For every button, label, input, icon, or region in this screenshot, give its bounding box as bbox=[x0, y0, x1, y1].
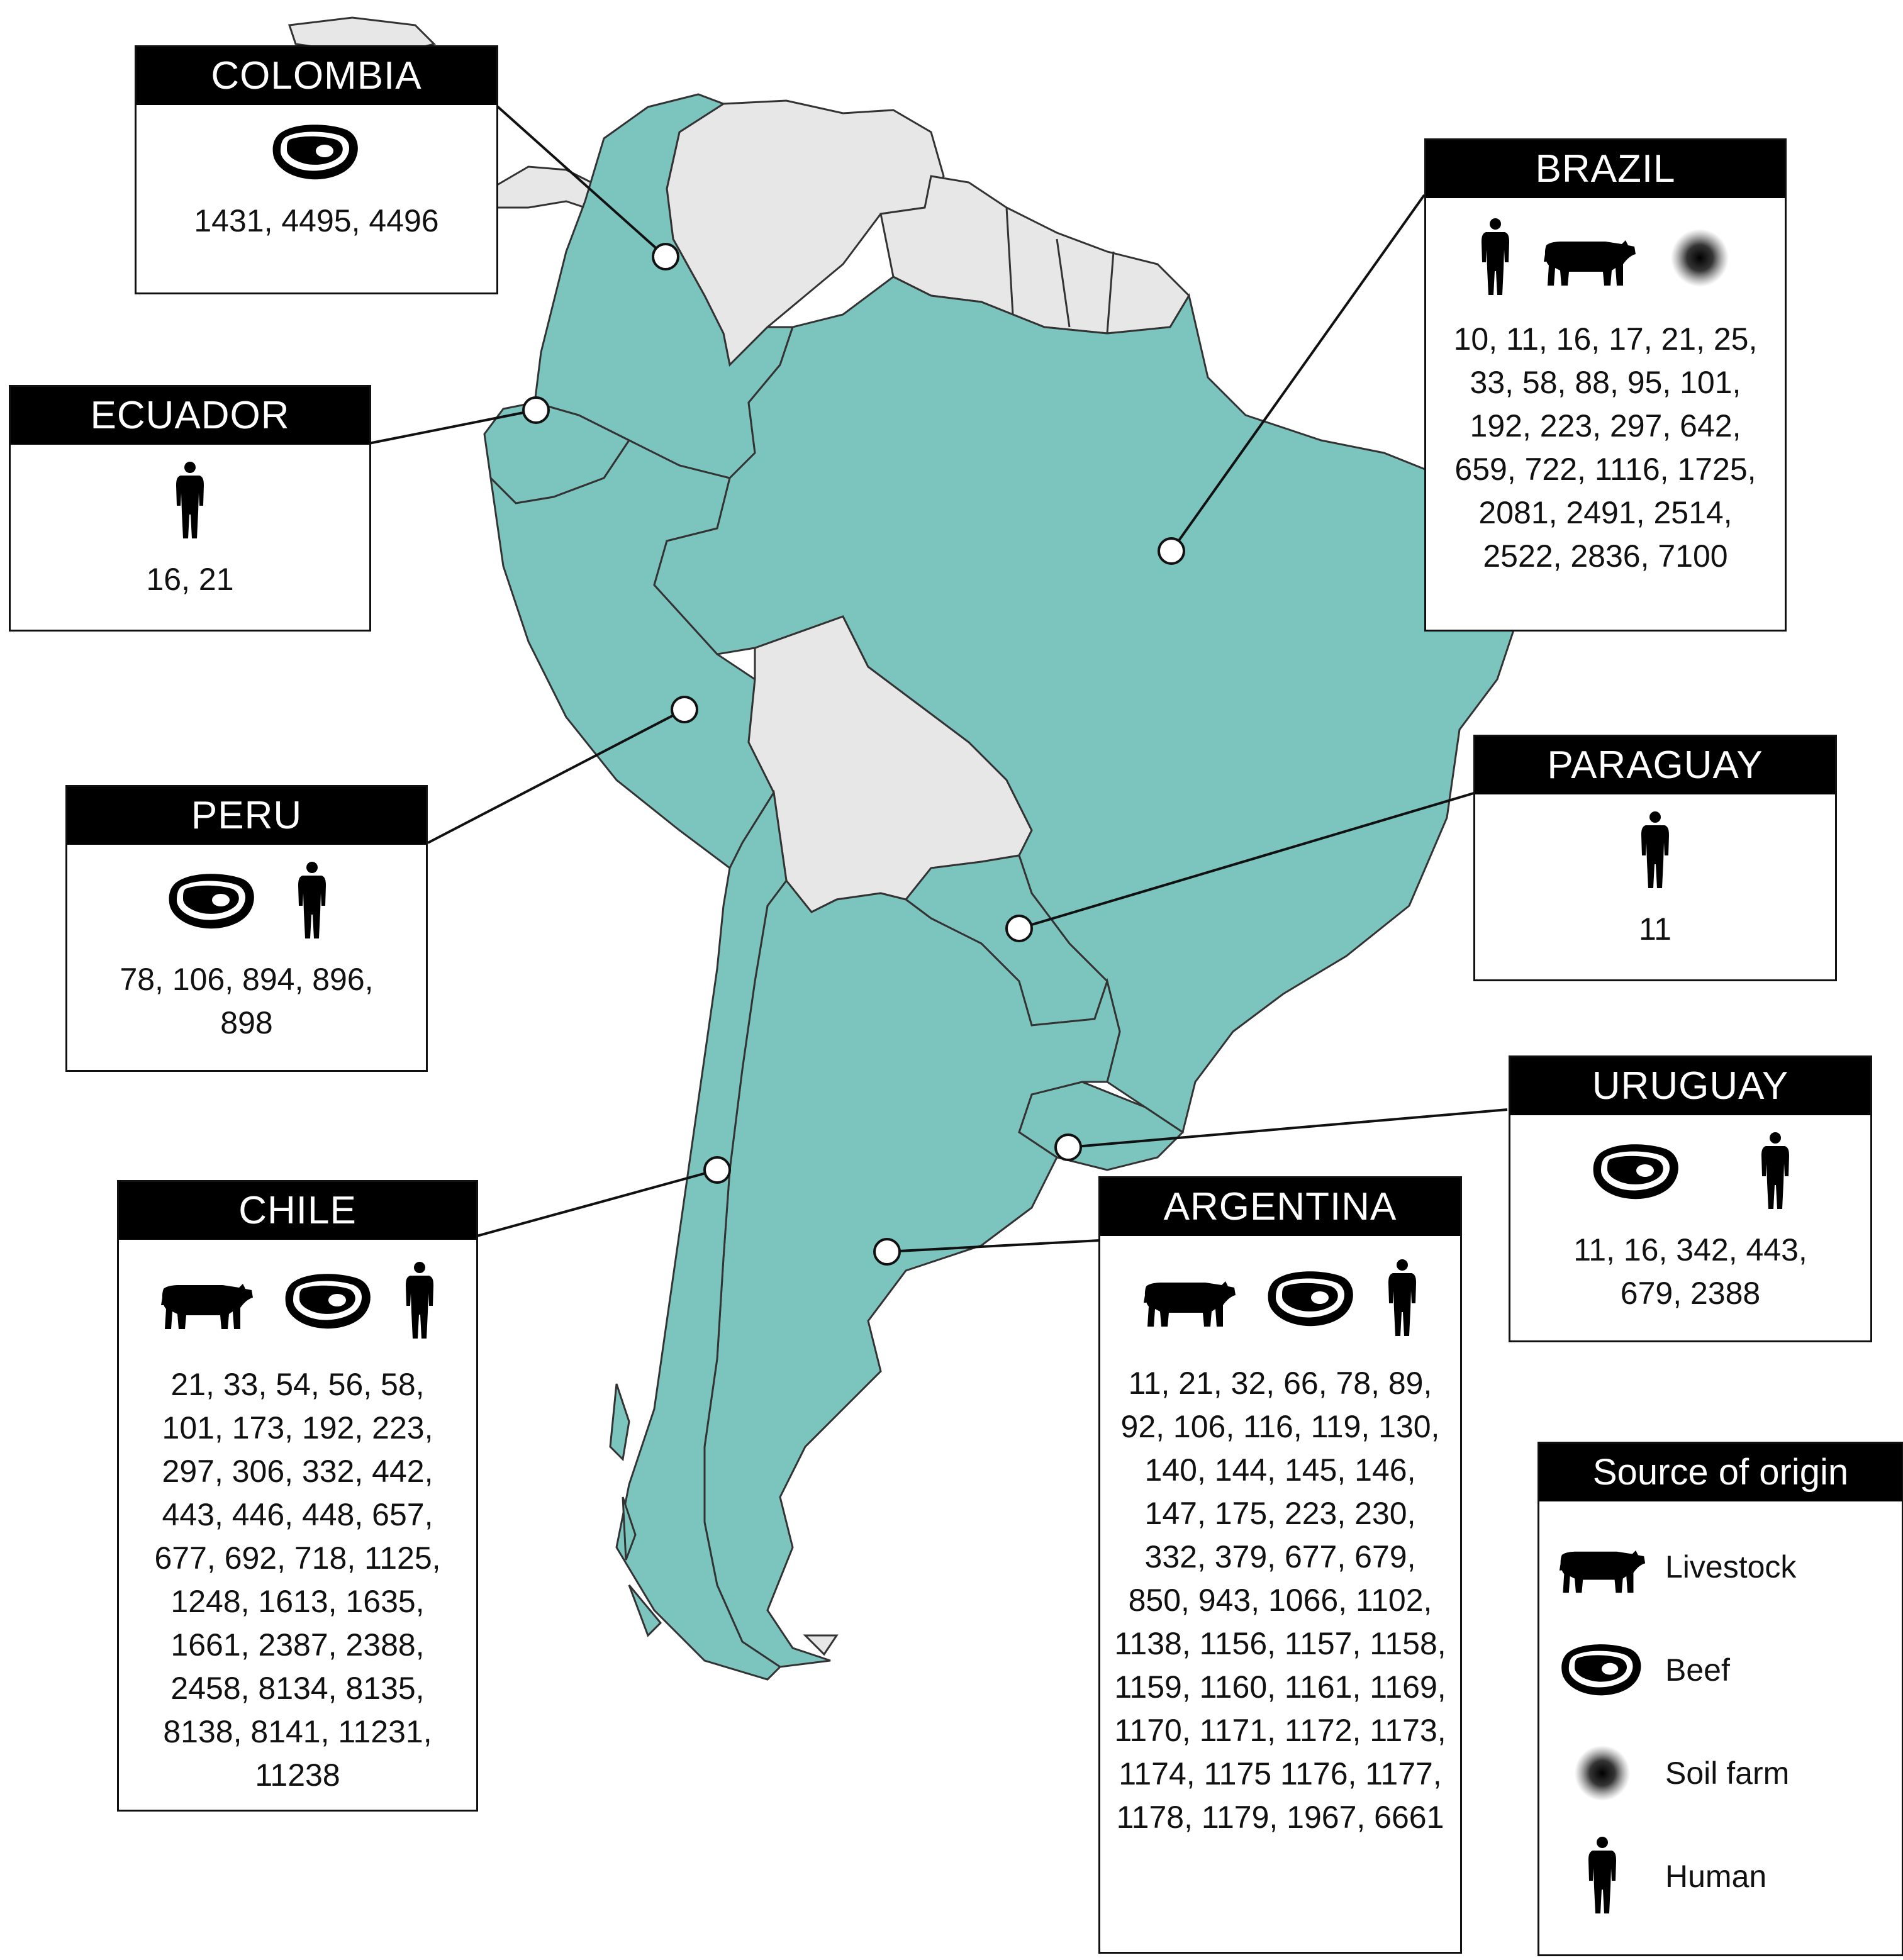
connector-ecuador bbox=[368, 409, 537, 445]
marker-colombia bbox=[652, 243, 679, 270]
livestock-icon bbox=[1543, 226, 1637, 289]
connector-brazil bbox=[1170, 194, 1426, 552]
beef-icon bbox=[282, 1270, 376, 1333]
callout-brazil: BRAZIL 10, 11, 16, 17, 21, 25, 33, 58, 8… bbox=[1424, 138, 1787, 632]
human-icon bbox=[174, 460, 206, 542]
country-title: CHILE bbox=[119, 1182, 476, 1240]
connector-argentina bbox=[886, 1239, 1100, 1253]
isolate-list: 16, 21 bbox=[146, 562, 234, 597]
legend-title: Source of origin bbox=[1539, 1444, 1902, 1501]
isolate-list: 11, 21, 32, 66, 78, 89, 92, 106, 116, 11… bbox=[1114, 1366, 1446, 1835]
legend: Source of origin Livestock Beef Soil far… bbox=[1537, 1442, 1903, 1956]
legend-label: Human bbox=[1665, 1859, 1767, 1894]
connector-paraguay bbox=[1018, 791, 1476, 930]
callout-uruguay: URUGUAY 11, 16, 342, 443, 679, 2388 bbox=[1509, 1055, 1872, 1342]
beef-icon bbox=[1590, 1140, 1684, 1203]
legend-label: Livestock bbox=[1665, 1549, 1797, 1584]
human-icon bbox=[1480, 217, 1511, 299]
legend-item-livestock: Livestock bbox=[1539, 1515, 1902, 1618]
beef-icon bbox=[1558, 1640, 1646, 1700]
connector-chile bbox=[476, 1169, 718, 1237]
isolate-list: 11 bbox=[1639, 911, 1671, 947]
country-title: ECUADOR bbox=[11, 387, 369, 445]
human-icon bbox=[1639, 810, 1671, 892]
beef-icon bbox=[269, 121, 364, 184]
connector-peru bbox=[427, 708, 685, 844]
livestock-icon bbox=[160, 1270, 254, 1333]
beef-icon bbox=[165, 870, 260, 933]
country-title: PARAGUAY bbox=[1475, 737, 1835, 794]
callout-ecuador: ECUADOR 16, 21 bbox=[9, 385, 371, 632]
livestock-icon bbox=[1142, 1267, 1237, 1330]
peru-shape bbox=[489, 439, 775, 870]
legend-item-soil-farm: Soil farm bbox=[1539, 1722, 1902, 1825]
marker-paraguay bbox=[1005, 915, 1033, 942]
livestock-icon bbox=[1558, 1537, 1646, 1597]
callout-argentina: ARGENTINA 11, 21, 32, 66, 78, 89, 92, 10… bbox=[1098, 1176, 1462, 1954]
marker-peru bbox=[671, 696, 698, 723]
soil-farm-icon bbox=[1574, 1745, 1631, 1801]
marker-brazil bbox=[1158, 537, 1185, 565]
human-icon bbox=[296, 860, 328, 942]
country-title: BRAZIL bbox=[1426, 140, 1785, 198]
isolate-list: 78, 106, 894, 896, 898 bbox=[120, 962, 374, 1040]
legend-label: Beef bbox=[1665, 1652, 1730, 1688]
human-icon bbox=[1587, 1835, 1618, 1917]
marker-chile bbox=[703, 1156, 731, 1184]
isolate-list: 11, 16, 342, 443, 679, 2388 bbox=[1573, 1232, 1807, 1311]
legend-label: Soil farm bbox=[1665, 1756, 1790, 1791]
callout-peru: PERU 78, 106, 894, 896, 898 bbox=[65, 785, 428, 1072]
callout-paraguay: PARAGUAY 11 bbox=[1473, 735, 1837, 981]
callout-colombia: COLOMBIA 1431, 4495, 4496 bbox=[135, 45, 498, 294]
country-title: COLOMBIA bbox=[137, 47, 496, 105]
legend-item-beef: Beef bbox=[1539, 1618, 1902, 1722]
isolate-list: 10, 11, 16, 17, 21, 25, 33, 58, 88, 95, … bbox=[1453, 321, 1758, 574]
marker-ecuador bbox=[522, 396, 550, 424]
legend-item-human: Human bbox=[1539, 1825, 1902, 1928]
isolate-list: 21, 33, 54, 56, 58, 101, 173, 192, 223, … bbox=[154, 1367, 441, 1793]
human-icon bbox=[1760, 1131, 1791, 1213]
marker-argentina bbox=[873, 1238, 901, 1266]
human-icon bbox=[404, 1261, 435, 1342]
callout-chile: CHILE 21, 33, 54, 56, 58, 101, 173, 192,… bbox=[117, 1180, 478, 1812]
human-icon bbox=[1387, 1258, 1418, 1340]
connector-colombia bbox=[493, 103, 667, 258]
country-title: PERU bbox=[67, 787, 426, 845]
chile-shape bbox=[615, 789, 788, 1681]
country-title: URUGUAY bbox=[1510, 1057, 1870, 1115]
beef-icon bbox=[1264, 1267, 1359, 1330]
marker-uruguay bbox=[1054, 1133, 1082, 1161]
brazil-shape bbox=[653, 276, 1524, 1134]
soil-farm-icon bbox=[1671, 229, 1729, 287]
isolate-list: 1431, 4495, 4496 bbox=[194, 203, 439, 238]
connector-uruguay bbox=[1068, 1108, 1508, 1149]
country-title: ARGENTINA bbox=[1100, 1178, 1460, 1236]
